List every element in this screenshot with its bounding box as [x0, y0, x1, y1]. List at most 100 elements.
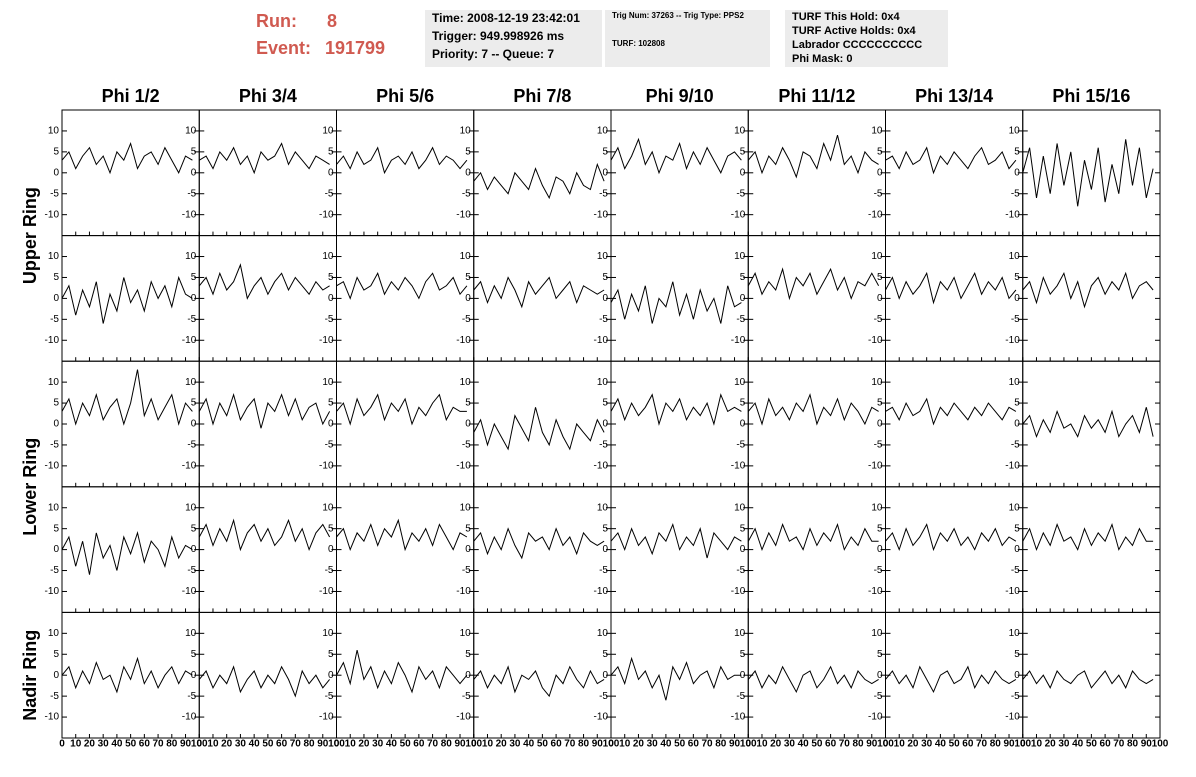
info-text: Time: 2008-12-19 23:42:01 [432, 11, 580, 25]
y-tick-label: 10 [734, 502, 746, 513]
y-tick-label: 0 [602, 544, 608, 555]
info-text: Labrador CCCCCCCCCC [792, 39, 922, 51]
panel-frame [1022, 235, 1161, 362]
waveform [473, 407, 605, 451]
column-title: Phi 9/10 [646, 86, 714, 106]
x-tick-label: 20 [633, 739, 645, 750]
waveform [61, 141, 193, 175]
y-tick-label: -5 [50, 314, 59, 325]
x-tick-label: 40 [798, 739, 810, 750]
panel-frame [1022, 109, 1161, 237]
y-tick-label: -10 [456, 335, 471, 346]
y-tick-label: -10 [868, 712, 883, 723]
y-tick-label: 5 [191, 523, 197, 534]
panel-frame [473, 486, 612, 613]
y-tick-label: 5 [465, 147, 471, 158]
x-tick-label: 30 [921, 739, 933, 750]
y-tick-label: 0 [191, 670, 197, 681]
y-tick-label: -10 [456, 586, 471, 597]
y-tick-label: 5 [602, 398, 608, 409]
y-tick-label: 0 [602, 419, 608, 430]
y-tick-label: 5 [191, 649, 197, 660]
y-tick-label: 0 [465, 544, 471, 555]
y-tick-label: 5 [191, 272, 197, 283]
y-tick-label: -10 [1005, 461, 1020, 472]
waveform [336, 146, 468, 175]
ring-label: Lower Ring [20, 438, 40, 536]
panel-frame [336, 109, 475, 237]
y-tick-label: -5 [599, 188, 608, 199]
x-tick-label: 70 [290, 739, 302, 750]
panel-frame [610, 611, 749, 739]
x-tick-label: 70 [839, 739, 851, 750]
x-tick-label: 60 [688, 739, 700, 750]
x-tick-label: 70 [976, 739, 988, 750]
y-tick-label: 0 [602, 293, 608, 304]
x-tick-label: 0 [334, 739, 340, 750]
x-tick-label: 10 [345, 739, 357, 750]
y-tick-label: 10 [1009, 628, 1021, 639]
y-tick-label: 0 [602, 670, 608, 681]
panel-frame [747, 235, 886, 362]
info-box [605, 10, 770, 67]
waveform [61, 275, 193, 324]
y-tick-label: 5 [53, 272, 59, 283]
y-tick-label: 0 [53, 293, 59, 304]
waveform [336, 518, 468, 552]
column-title: Phi 15/16 [1052, 86, 1130, 106]
y-tick-label: -10 [1005, 209, 1020, 220]
y-tick-label: -5 [599, 691, 608, 702]
panel-frame [61, 611, 200, 739]
y-tick-label: 5 [1014, 523, 1020, 534]
x-tick-label: 20 [770, 739, 782, 750]
y-tick-label: 0 [1014, 419, 1020, 430]
waveform [336, 649, 468, 694]
y-tick-label: 10 [734, 628, 746, 639]
x-tick-label: 50 [125, 739, 137, 750]
y-tick-label: -5 [462, 314, 471, 325]
y-tick-label: 5 [1014, 272, 1020, 283]
waveform [1022, 271, 1154, 309]
waveform [61, 656, 193, 694]
y-tick-label: 5 [740, 398, 746, 409]
y-tick-label: -5 [50, 565, 59, 576]
y-tick-label: 10 [185, 126, 197, 137]
x-tick-label: 40 [1072, 739, 1084, 750]
y-tick-label: 10 [322, 126, 334, 137]
x-tick-label: 90 [454, 739, 466, 750]
x-tick-label: 10 [894, 739, 906, 750]
y-tick-label: 10 [460, 251, 472, 262]
panel-frame [885, 235, 1024, 362]
y-tick-label: 0 [877, 670, 883, 681]
y-tick-label: 0 [465, 670, 471, 681]
x-tick-label: 70 [427, 739, 439, 750]
waveform [610, 137, 742, 175]
y-tick-label: 5 [877, 649, 883, 660]
waveform [885, 397, 1017, 426]
y-tick-label: 5 [465, 272, 471, 283]
info-text: Phi Mask: 0 [792, 53, 853, 65]
waveform [473, 276, 605, 309]
waveform [747, 134, 879, 179]
y-tick-label: 0 [740, 167, 746, 178]
x-tick-label: 20 [84, 739, 96, 750]
column-title: Phi 11/12 [778, 86, 855, 106]
info-box [785, 10, 948, 67]
y-tick-label: 10 [185, 251, 197, 262]
x-tick-label: 60 [276, 739, 288, 750]
event: 191799 [325, 38, 385, 58]
waveform [198, 392, 331, 429]
y-tick-label: -10 [182, 461, 197, 472]
y-tick-label: 0 [53, 670, 59, 681]
y-tick-label: -5 [1011, 440, 1020, 451]
y-tick-label: 5 [465, 398, 471, 409]
y-tick-label: -10 [319, 586, 334, 597]
y-tick-label: 10 [322, 251, 334, 262]
y-tick-label: -10 [868, 586, 883, 597]
y-tick-label: 5 [328, 272, 334, 283]
x-tick-label: 30 [509, 739, 521, 750]
y-tick-label: 5 [465, 523, 471, 534]
y-tick-label: 5 [1014, 398, 1020, 409]
y-tick-label: 0 [877, 293, 883, 304]
